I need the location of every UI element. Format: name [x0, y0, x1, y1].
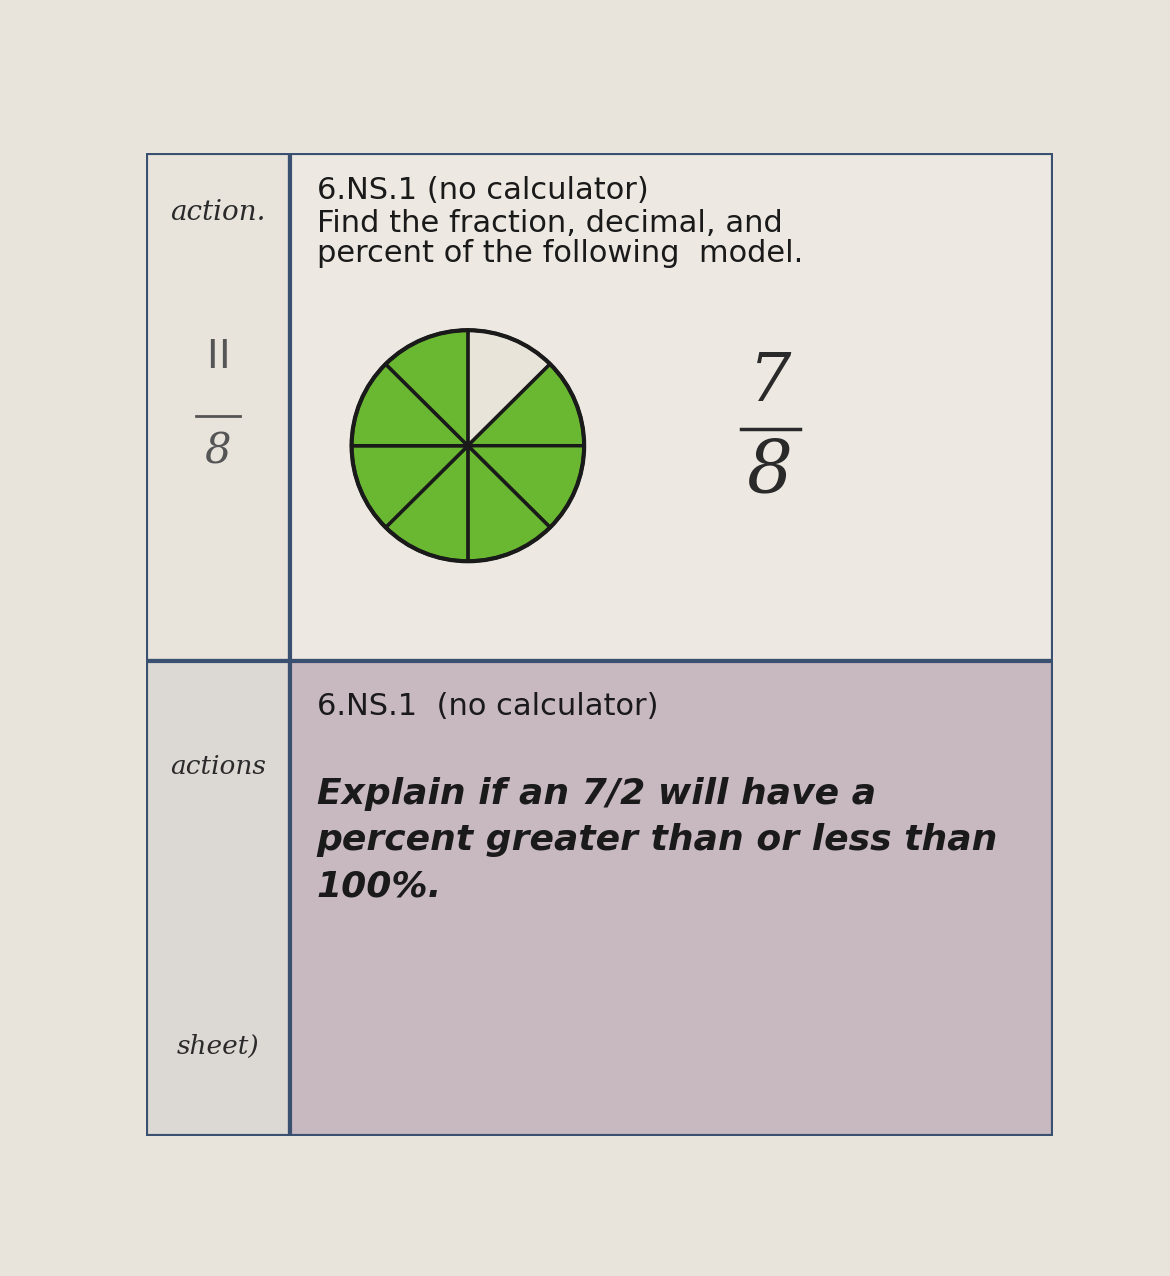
- Text: actions: actions: [170, 754, 266, 778]
- Text: I: I: [219, 338, 230, 376]
- Bar: [290, 153, 1053, 661]
- Wedge shape: [386, 445, 468, 561]
- Text: percent greater than or less than: percent greater than or less than: [317, 823, 998, 857]
- Text: 7: 7: [749, 350, 791, 415]
- Text: Find the fraction, decimal, and: Find the fraction, decimal, and: [317, 208, 783, 237]
- Bar: [290, 661, 1053, 1136]
- Text: I: I: [206, 338, 218, 376]
- Text: 100%.: 100%.: [317, 869, 442, 903]
- Wedge shape: [468, 445, 584, 527]
- Wedge shape: [468, 364, 584, 445]
- Bar: [146, 153, 290, 661]
- Text: action.: action.: [170, 199, 266, 226]
- Text: sheet): sheet): [177, 1034, 260, 1059]
- Wedge shape: [386, 330, 468, 445]
- Wedge shape: [468, 330, 550, 445]
- Wedge shape: [352, 364, 468, 445]
- Text: Explain if an 7/2 will have a: Explain if an 7/2 will have a: [317, 777, 876, 810]
- Bar: [146, 661, 290, 1136]
- Wedge shape: [352, 445, 468, 527]
- Text: 8: 8: [748, 436, 793, 507]
- Wedge shape: [468, 445, 550, 561]
- Text: percent of the following  model.: percent of the following model.: [317, 240, 803, 268]
- Text: 6.NS.1  (no calculator): 6.NS.1 (no calculator): [317, 692, 659, 721]
- Text: 8: 8: [205, 430, 232, 472]
- Text: 6.NS.1 (no calculator): 6.NS.1 (no calculator): [317, 176, 648, 205]
